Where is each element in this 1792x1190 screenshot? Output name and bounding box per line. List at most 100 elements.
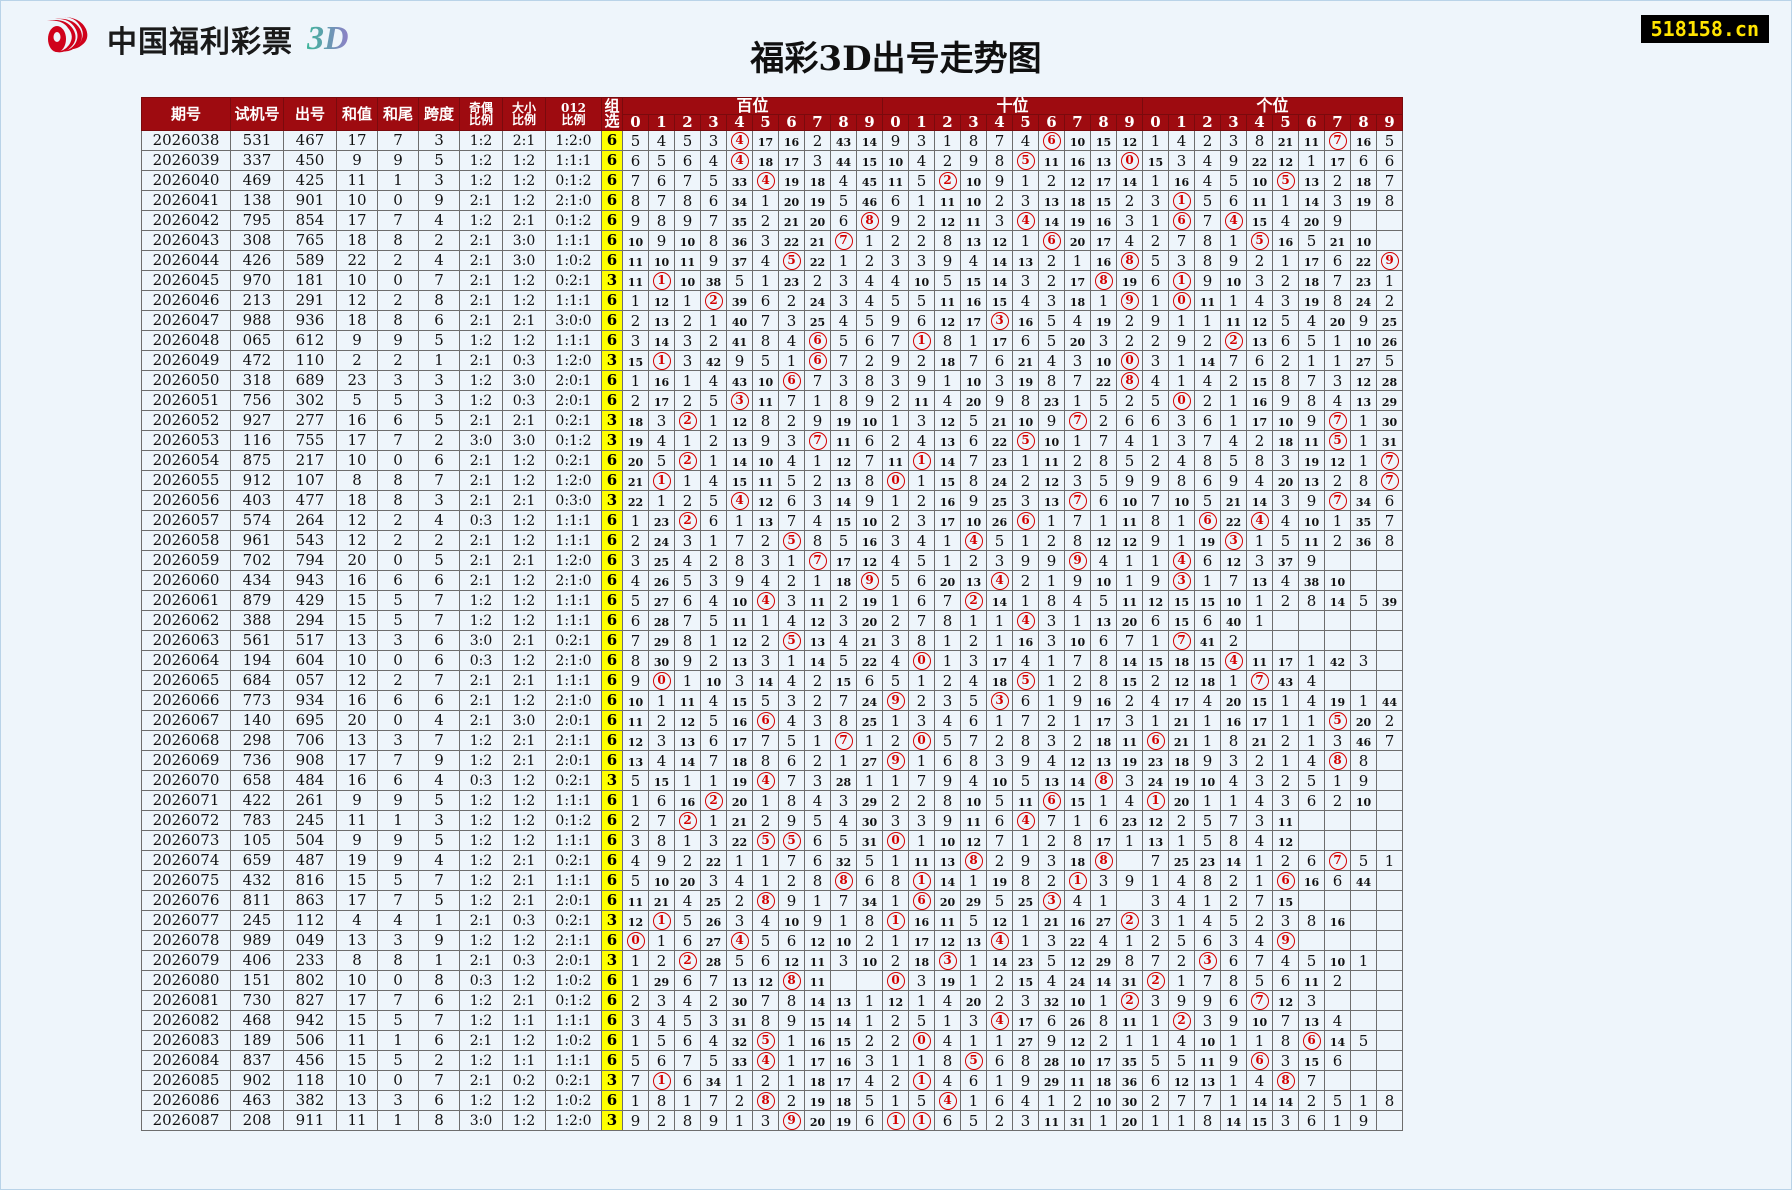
table-row[interactable]: 2026077 245 112 4 4 1 2:1 0:3 0:2:1 3 12 1 5 26 3 4 10 9 1… (141, 910, 1403, 931)
cell-tens-9: 11 (1116, 510, 1143, 531)
table-row[interactable]: 2026070 658 484 16 6 4 0:3 1:2 0:2:1 3 5 15 1 1 19 4 7 3 2… (141, 770, 1403, 791)
table-row[interactable]: 2026040 469 425 11 1 3 1:2 1:2 0:1:2 6 7 6 7 5 33 4 19 18… (141, 170, 1403, 191)
cell-tens-2: 9 (934, 250, 961, 271)
miss-count: 28 (705, 955, 722, 969)
cell-tens-7: 8 (1064, 830, 1091, 851)
miss-count: 2 (656, 711, 667, 730)
table-row[interactable]: 2026072 783 245 11 1 3 1:2 1:2 0:1:2 6 2 7 2 1 21 2 9 5 4 3… (141, 810, 1403, 831)
digit-header-tens-9: 9 (1116, 114, 1143, 131)
table-row[interactable]: 2026079 406 233 8 8 1 2:1 0:3 2:0:1 3 1 2 2 28 5 6 12 11 3… (141, 950, 1403, 971)
cell-tens-9: 36 (1116, 1070, 1143, 1091)
cell-tens-6: 4 (1038, 970, 1065, 991)
cell-issue: 2026073 (141, 830, 231, 851)
cell-units-9: 7 (1376, 730, 1403, 751)
cell-tens-4: 14 (986, 250, 1013, 271)
table-row[interactable]: 2026087 208 911 11 1 8 3:0 1:2 1:2:0 3 9 2 8 9 1 3 9 20 19… (141, 1110, 1403, 1131)
miss-count: 9 (812, 411, 823, 430)
table-row[interactable]: 2026058 961 543 12 2 2 2:1 1:2 1:1:1 6 2 24 3 1 7 2 5 8 5 1… (141, 530, 1403, 551)
table-row[interactable]: 2026086 463 382 13 3 6 1:2 1:2 1:0:2 6 1 8 1 7 2 8 2 19 18… (141, 1090, 1403, 1111)
table-row[interactable]: 2026080 151 802 10 0 8 0:3 1:2 1:0:2 6 1 29 6 7 13 12 8 1… (141, 970, 1403, 991)
table-row[interactable]: 2026068 298 706 13 3 7 1:2 2:1 2:1:1 6 12 3 13 6 17 7 5 1… (141, 730, 1403, 751)
miss-count: 2 (812, 131, 823, 150)
cell-draw-number: 517 (283, 630, 337, 651)
table-row[interactable]: 2026082 468 942 15 5 7 1:2 1:1 1:1:1 6 3 4 5 3 31 8 9 15 1… (141, 1010, 1403, 1031)
table-row[interactable]: 2026062 388 294 15 5 7 1:2 1:2 1:1:1 6 6 28 7 5 11 1 4 12… (141, 610, 1403, 631)
miss-count: 5 (682, 1011, 693, 1030)
table-row[interactable]: 2026084 837 456 15 5 2 1:2 1:1 1:1:1 6 5 6 7 5 33 4 1 17 1… (141, 1050, 1403, 1071)
cell-tens-0: 0 (882, 830, 909, 851)
miss-count: 15 (731, 695, 748, 709)
table-row[interactable]: 2026044 426 589 22 2 4 2:1 3:0 1:0:2 6 11 10 11 9 37 4 5… (141, 250, 1403, 271)
table-row[interactable]: 2026056 403 477 18 8 3 2:1 2:1 0:3:0 3 22 1 2 5 4 12 6 3 1… (141, 490, 1403, 511)
table-row[interactable]: 2026065 684 057 12 2 7 2:1 2:1 1:1:1 6 9 0 1 10 3 14 4 2 1… (141, 670, 1403, 691)
table-row[interactable]: 2026054 875 217 10 0 6 2:1 1:2 0:2:1 6 20 5 2 1 14 10 4 1… (141, 450, 1403, 471)
table-row[interactable]: 2026057 574 264 12 2 4 0:3 1:2 1:1:1 6 1 23 2 6 1 13 7 4 1… (141, 510, 1403, 531)
table-row[interactable]: 2026067 140 695 20 0 4 2:1 3:0 2:0:1 6 11 2 12 5 16 6 4 3… (141, 710, 1403, 731)
table-row[interactable]: 2026074 659 487 19 9 4 1:2 2:1 0:2:1 6 4 9 2 22 1 1 7 6 32… (141, 850, 1403, 871)
table-row[interactable]: 2026048 065 612 9 9 5 1:2 1:2 1:1:1 6 3 14 3 2 41 8 4 6 5 6… (141, 330, 1403, 351)
miss-count: 3 (630, 331, 641, 350)
table-row[interactable]: 2026069 736 908 17 7 9 1:2 2:1 2:0:1 6 13 4 14 7 18 8 6 2… (141, 750, 1403, 771)
col-bigsmall: 大小 比例 (502, 97, 546, 131)
table-row[interactable]: 2026059 702 794 20 0 5 2:1 2:1 1:2:0 6 3 25 4 2 8 3 1 7 17… (141, 550, 1403, 571)
cell-hundreds-5: 4 (752, 170, 779, 191)
cell-hundreds-9: 10 (856, 410, 883, 431)
digit-header-tens-0: 0 (882, 114, 909, 131)
table-row[interactable]: 2026043 308 765 18 8 2 2:1 3:0 1:1:1 6 10 9 10 8 36 3 22… (141, 230, 1403, 251)
cell-hundreds-6: 9 (778, 1010, 805, 1031)
miss-count: 4 (942, 1071, 953, 1090)
table-row[interactable]: 2026045 970 181 10 0 7 2:1 1:2 0:2:1 3 11 1 10 38 5 1 23… (141, 270, 1403, 291)
miss-count: 1 (1072, 391, 1083, 410)
table-row[interactable]: 2026047 988 936 18 8 6 2:1 2:1 3:0:0 6 2 13 2 1 40 7 3 25… (141, 310, 1403, 331)
miss-count: 6 (864, 331, 875, 350)
digit-header-hundreds-5: 5 (752, 114, 779, 131)
miss-count: 5 (1124, 451, 1135, 470)
cell-hundreds-0: 21 (622, 470, 649, 491)
table-row[interactable]: 2026046 213 291 12 2 8 2:1 1:2 1:1:1 6 1 12 1 2 39 6 2 24… (141, 290, 1403, 311)
miss-count: 8 (1020, 871, 1031, 890)
table-row[interactable]: 2026075 432 816 15 5 7 1:2 2:1 1:1:1 6 5 10 20 3 4 1 2 8 8… (141, 870, 1403, 891)
cell-tens-9: 19 (1116, 750, 1143, 771)
cell-span: 9 (418, 190, 460, 211)
table-row[interactable]: 2026064 194 604 10 0 6 0:3 1:2 2:1:0 6 8 30 9 2 13 3 1 14… (141, 650, 1403, 671)
cell-units-2: 5 (1194, 830, 1221, 851)
table-row[interactable]: 2026050 318 689 23 3 3 1:2 3:0 2:0:1 6 1 16 1 4 43 10 6 7… (141, 370, 1403, 391)
table-row[interactable]: 2026041 138 901 10 0 9 2:1 1:2 2:1:0 6 8 7 8 6 34 1 20 19… (141, 190, 1403, 211)
miss-count: 17 (1251, 715, 1268, 729)
table-row[interactable]: 2026078 989 049 13 3 9 1:2 1:2 2:1:1 6 0 1 6 27 4 5 6 12 1… (141, 930, 1403, 951)
cell-bigsmall-ratio: 1:2 (502, 470, 546, 491)
miss-count: 1 (1306, 651, 1317, 670)
cell-tens-1: 2 (908, 790, 935, 811)
table-row[interactable]: 2026055 912 107 8 8 7 2:1 1:2 1:2:0 6 21 1 1 4 15 11 5 2 1… (141, 470, 1403, 491)
cell-test-number: 773 (230, 690, 284, 711)
cell-units-6: 4 (1298, 750, 1325, 771)
table-row[interactable]: 2026063 561 517 13 3 6 3:0 2:1 0:2:1 6 7 29 8 1 12 2 5 13… (141, 630, 1403, 651)
table-row[interactable]: 2026042 795 854 17 7 4 1:2 2:1 0:1:2 6 9 8 9 7 35 2 21 20… (141, 210, 1403, 231)
cell-tens-2: 20 (934, 890, 961, 911)
col-test: 试机号 (230, 97, 284, 131)
miss-count: 11 (887, 175, 904, 189)
miss-count: 9 (1202, 271, 1213, 290)
cell-units-0: 6 (1142, 1070, 1169, 1091)
table-row[interactable]: 2026061 879 429 15 5 7 1:2 1:2 1:1:1 6 5 27 6 4 10 4 3 11… (141, 590, 1403, 611)
miss-count: 1 (812, 451, 823, 470)
cell-sum: 17 (336, 430, 378, 451)
table-row[interactable]: 2026053 116 755 17 7 2 3:0 3:0 0:1:2 3 19 4 1 2 13 9 3 7 1… (141, 430, 1403, 451)
table-row[interactable]: 2026076 811 863 17 7 5 1:2 2:1 2:0:1 6 11 21 4 25 2 8 9 1… (141, 890, 1403, 911)
table-row[interactable]: 2026060 434 943 16 6 6 2:1 1:2 2:1:0 6 4 26 5 3 9 4 2 1 18… (141, 570, 1403, 591)
table-row[interactable]: 2026066 773 934 16 6 6 2:1 1:2 2:1:0 6 10 1 11 4 15 5 3 2… (141, 690, 1403, 711)
table-row[interactable]: 2026039 337 450 9 9 5 1:2 1:2 1:1:1 6 6 5 6 4 4 18 17 3 44… (141, 150, 1403, 171)
table-row[interactable]: 2026081 730 827 17 7 6 1:2 2:1 0:1:2 6 2 3 4 2 30 7 8 14 1… (141, 990, 1403, 1011)
table-row[interactable]: 2026052 927 277 16 6 5 2:1 2:1 0:2:1 3 18 3 2 1 12 8 2 9 1… (141, 410, 1403, 431)
table-row[interactable]: 2026051 756 302 5 5 3 1:2 0:3 2:0:1 6 2 17 2 5 3 11 7 1 8 9… (141, 390, 1403, 411)
table-row[interactable]: 2026083 189 506 11 1 6 2:1 1:2 1:0:2 6 1 5 6 4 32 5 1 16 1… (141, 1030, 1403, 1051)
table-row[interactable]: 2026038 531 467 17 7 3 1:2 2:1 1:2:0 6 5 4 5 3 4 17 16 2 4… (141, 130, 1403, 151)
table-row[interactable]: 2026071 422 261 9 9 5 1:2 1:2 1:1:1 6 1 6 16 2 20 1 8 4 3 2… (141, 790, 1403, 811)
table-row[interactable]: 2026085 902 118 10 0 7 2:1 0:2 0:2:1 3 7 1 6 34 1 2 1 18 1… (141, 1070, 1403, 1091)
miss-count: 13 (653, 315, 670, 329)
table-row[interactable]: 2026049 472 110 2 2 1 2:1 0:3 1:2:0 3 15 1 3 42 9 5 1 6 7 2… (141, 350, 1403, 371)
table-row[interactable]: 2026073 105 504 9 9 5 1:2 1:2 1:1:1 6 3 8 1 3 22 5 5 6 5 31… (141, 830, 1403, 851)
miss-count: 22 (861, 655, 878, 669)
cell-zuxuan: 6 (601, 850, 623, 871)
cell-hundreds-6: 6 (778, 490, 805, 511)
